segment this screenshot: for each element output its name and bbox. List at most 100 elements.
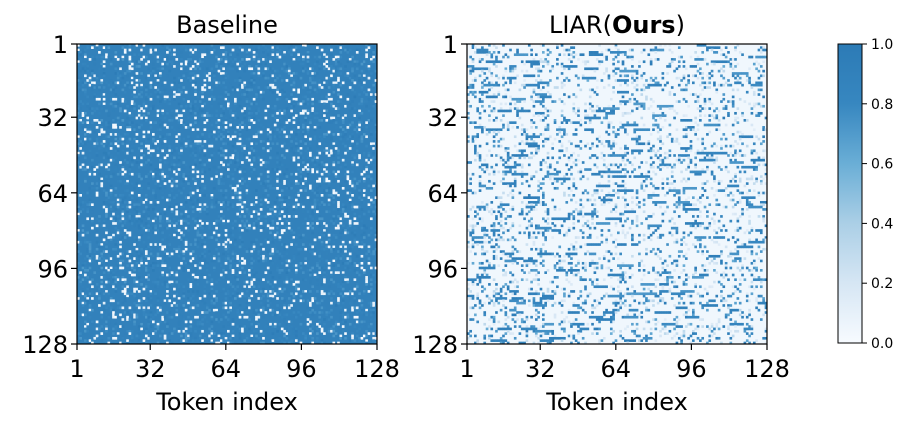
heatmap-cell [311, 212, 315, 216]
heatmap-cell [227, 104, 230, 108]
heatmap-cell [252, 240, 256, 244]
heatmap-cell [348, 144, 352, 148]
heatmap-cell [203, 245, 207, 249]
heatmap-cell [313, 311, 317, 314]
heatmap-cell [194, 243, 197, 246]
heatmap-cell [241, 67, 244, 71]
heatmap-cell [229, 119, 232, 122]
heatmap-cell [79, 51, 82, 54]
heatmap-cell [107, 121, 111, 124]
heatmap-cell [86, 250, 90, 253]
heatmap-cell [339, 208, 343, 211]
heatmap-cell [170, 215, 174, 218]
heatmap-cell [231, 67, 235, 71]
heatmap-cell [252, 210, 256, 214]
heatmap-cell [105, 55, 108, 59]
heatmap-cell [86, 329, 90, 333]
heatmap-cell [212, 205, 216, 209]
heatmap-cell [306, 55, 310, 59]
heatmap-cell [250, 88, 254, 92]
heatmap-cell [330, 137, 333, 141]
heatmap-cell [81, 208, 85, 211]
heatmap-cell [105, 229, 108, 232]
heatmap-cell [334, 147, 338, 150]
heatmap-cell [337, 254, 340, 258]
heatmap-cell [360, 325, 364, 328]
heatmap-cell [191, 294, 195, 298]
heatmap-cell [355, 163, 359, 167]
heatmap-cell [358, 191, 361, 195]
heatmap-cell [283, 334, 286, 338]
heatmap-cell [290, 304, 293, 307]
heatmap-cell [360, 273, 364, 277]
heatmap-cell [163, 208, 167, 211]
heatmap-cell [362, 100, 366, 103]
heatmap-cell [285, 226, 289, 230]
heatmap-cell [154, 107, 157, 110]
heatmap-cell [154, 329, 157, 333]
heatmap-cell [348, 119, 352, 122]
heatmap-cell [222, 229, 225, 232]
heatmap-cell [100, 107, 104, 110]
heatmap-cell [304, 236, 307, 239]
heatmap-cell [133, 315, 136, 319]
heatmap-cell [374, 247, 378, 251]
heatmap-cell [309, 149, 312, 153]
heatmap-cell [280, 111, 284, 115]
heatmap-cell [358, 320, 361, 324]
heatmap-cell [229, 161, 232, 164]
heatmap-cell [159, 53, 162, 57]
heatmap-cell [292, 60, 296, 64]
heatmap-cell [325, 109, 329, 113]
heatmap-cell [255, 133, 258, 136]
heatmap-cell [191, 306, 195, 310]
heatmap-cell [369, 60, 373, 64]
heatmap-cell [161, 315, 165, 319]
heatmap-cell [355, 320, 359, 324]
heatmap-cell [79, 233, 82, 237]
heatmap-cell [152, 67, 155, 71]
heatmap-cell [285, 320, 289, 324]
heatmap-cell [184, 254, 188, 258]
heatmap-cell [198, 276, 202, 279]
heatmap-cell [156, 147, 160, 150]
heatmap-cell [327, 170, 331, 174]
heatmap-cell [229, 229, 232, 232]
heatmap-cell [128, 126, 132, 129]
heatmap-cell [339, 250, 343, 253]
heatmap-cell [271, 168, 275, 171]
heatmap-cell [142, 119, 146, 122]
heatmap-cell [269, 58, 272, 61]
heatmap-cell [259, 79, 263, 82]
heatmap-cell [159, 259, 162, 263]
heatmap-cell [325, 224, 329, 228]
heatmap-cell [189, 329, 193, 333]
heatmap-cell [166, 51, 169, 54]
heatmap-cell [154, 74, 157, 78]
heatmap-cell [341, 261, 345, 265]
heatmap-cell [79, 243, 82, 246]
heatmap-cell [114, 266, 118, 270]
heatmap-cell [102, 226, 106, 230]
heatmap-cell [123, 332, 127, 335]
heatmap-cell [91, 83, 94, 87]
heatmap-cell [95, 95, 99, 99]
heatmap-cell [231, 322, 235, 326]
heatmap-cell [243, 280, 247, 284]
heatmap-cell [93, 334, 97, 338]
heatmap-cell [184, 226, 188, 230]
heatmap-cell [114, 336, 118, 340]
heatmap-cell [170, 161, 174, 164]
heatmap-cell [337, 72, 340, 75]
heatmap-cell [341, 329, 345, 333]
heatmap-cell [367, 257, 371, 260]
heatmap-cell [107, 156, 111, 160]
heatmap-cell [95, 55, 99, 59]
heatmap-cell [238, 233, 242, 237]
heatmap-cell [248, 269, 251, 272]
heatmap-cell [156, 67, 160, 71]
heatmap-cell [170, 86, 174, 89]
heatmap-cell [360, 88, 364, 92]
heatmap-cell [114, 133, 118, 136]
heatmap-cell [313, 156, 317, 160]
